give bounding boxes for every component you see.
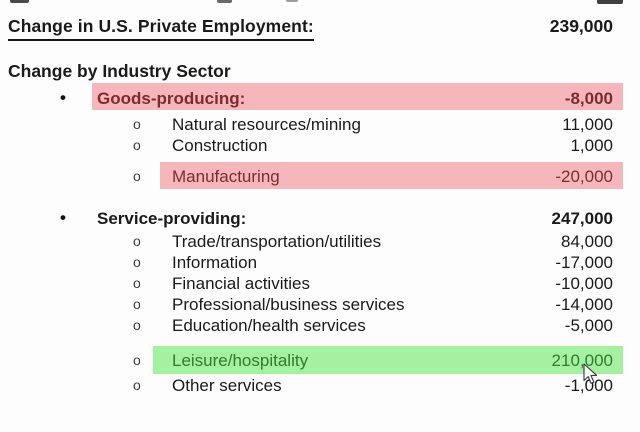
circle-bullet-icon: o xyxy=(133,254,141,270)
row-label: Service-providing: xyxy=(97,209,247,228)
section-title: Change by Industry Sector xyxy=(8,61,231,81)
circle-bullet-icon: o xyxy=(133,317,141,333)
bullet-icon: • xyxy=(60,88,66,107)
red-highlight xyxy=(92,83,623,110)
row-other-services: o Other services -1,000 xyxy=(0,375,640,396)
row-label: Manufacturing xyxy=(172,167,280,186)
scan-artifact xyxy=(217,0,232,3)
row-natural-resources-mining: o Natural resources/mining 11,000 xyxy=(0,114,640,135)
circle-bullet-icon: o xyxy=(133,377,141,393)
scan-artifact xyxy=(10,0,29,3)
row-service-providing: • Service-providing: 247,000 xyxy=(0,208,640,229)
row-label: Trade/transportation/utilities xyxy=(172,232,382,251)
row-label: Other services xyxy=(172,376,282,395)
row-value: -5,000 xyxy=(564,316,613,335)
total-employment-value: 239,000 xyxy=(549,16,613,36)
row-label: Information xyxy=(172,253,258,272)
page-title: Change in U.S. Private Employment: xyxy=(8,16,314,41)
circle-bullet-icon: o xyxy=(133,137,141,153)
row-leisure-hospitality: o Leisure/hospitality 210,000 xyxy=(0,346,640,374)
row-value: -8,000 xyxy=(564,89,613,108)
circle-bullet-icon: o xyxy=(133,168,141,184)
row-value: 247,000 xyxy=(551,209,613,228)
row-financial-activities: o Financial activities -10,000 xyxy=(0,273,640,294)
header-row: Change in U.S. Private Employment: 239,0… xyxy=(0,16,640,41)
row-information: o Information -17,000 xyxy=(0,252,640,273)
row-value: 84,000 xyxy=(561,232,613,251)
row-label: Financial activities xyxy=(172,274,310,293)
row-value: -14,000 xyxy=(555,295,613,314)
row-label: Leisure/hospitality xyxy=(172,351,309,370)
row-value: 1,000 xyxy=(570,136,613,155)
row-label: Goods-producing: xyxy=(97,89,246,108)
row-trade-transportation-utilities: o Trade/transportation/utilities 84,000 xyxy=(0,231,640,252)
row-construction: o Construction 1,000 xyxy=(0,135,640,156)
scan-artifact xyxy=(597,0,623,4)
row-goods-producing: • Goods-producing: -8,000 xyxy=(0,83,640,110)
row-manufacturing: o Manufacturing -20,000 xyxy=(0,162,640,189)
circle-bullet-icon: o xyxy=(133,275,141,291)
row-label: Professional/business services xyxy=(172,295,405,314)
scan-artifact xyxy=(286,0,298,2)
row-value: 11,000 xyxy=(562,115,613,134)
row-label: Construction xyxy=(172,136,268,155)
row-value: -20,000 xyxy=(555,167,613,186)
red-highlight xyxy=(160,162,623,189)
circle-bullet-icon: o xyxy=(133,233,141,249)
row-education-health-services: o Education/health services -5,000 xyxy=(0,315,640,336)
row-value: 210,000 xyxy=(551,351,613,370)
green-highlight xyxy=(153,346,623,374)
row-professional-business-services: o Professional/business services -14,000 xyxy=(0,294,640,315)
circle-bullet-icon: o xyxy=(133,352,141,368)
circle-bullet-icon: o xyxy=(133,296,141,312)
circle-bullet-icon: o xyxy=(133,116,141,132)
row-value: -17,000 xyxy=(555,253,613,272)
row-label: Education/health services xyxy=(172,316,366,335)
mouse-cursor-icon xyxy=(583,363,599,390)
bullet-icon: • xyxy=(60,208,66,227)
row-value: -1,000 xyxy=(564,376,613,395)
row-label: Natural resources/mining xyxy=(172,115,361,134)
row-value: -10,000 xyxy=(555,274,613,293)
